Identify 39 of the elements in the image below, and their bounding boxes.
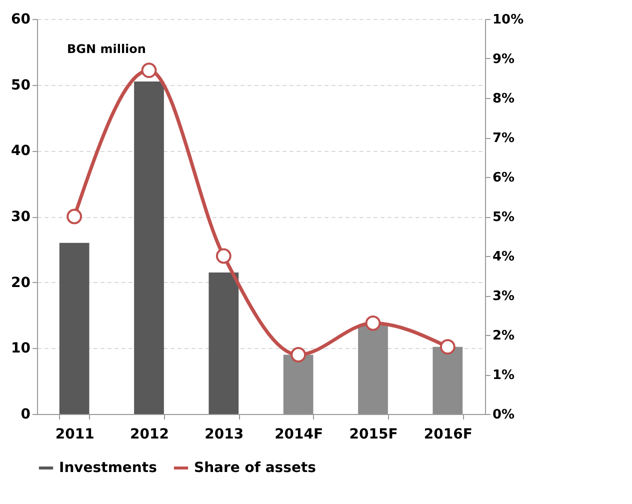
y2-tick-label: 7%	[492, 131, 515, 146]
y-tick-label: 40	[11, 143, 31, 160]
y-tick-label: 50	[11, 77, 31, 94]
x-tick-label: 2011	[55, 426, 94, 442]
legend-label: Investments	[59, 460, 157, 476]
point	[440, 339, 456, 355]
point	[365, 315, 381, 331]
legend-label: Share of assets	[194, 460, 316, 476]
y2-tick-label: 10%	[492, 12, 524, 28]
x-tick-label: 2013	[204, 426, 244, 442]
bar	[432, 346, 463, 414]
y2-tick-label: 1%	[492, 368, 515, 383]
point	[216, 248, 232, 264]
annotation: BGN million	[67, 42, 146, 56]
bar	[59, 242, 90, 414]
x-tick-label: 2014F	[274, 426, 324, 442]
y2-tick-label: 0%	[492, 408, 515, 422]
y-tick-label: 20	[11, 274, 31, 291]
y-tick-label: 30	[11, 209, 31, 225]
x-tick-label: 2016F	[424, 426, 472, 442]
x-tick-label: 2015F	[349, 426, 398, 442]
point	[290, 347, 306, 362]
y2-tick-label: 6%	[492, 170, 515, 186]
bar	[358, 325, 388, 414]
y-tick-label: 0	[20, 406, 31, 422]
y-tick-label: 60	[11, 12, 31, 28]
bar	[134, 82, 164, 414]
y2-tick-label: 3%	[492, 289, 515, 304]
y2-tick-label: 8%	[492, 92, 515, 106]
bar	[283, 354, 314, 414]
point	[66, 208, 82, 224]
y-tick-label: 10	[11, 340, 31, 357]
y2-tick-label: 2%	[492, 328, 515, 344]
bar	[208, 272, 239, 414]
y2-tick-label: 4%	[492, 250, 515, 264]
y2-tick-label: 9%	[492, 52, 515, 67]
point	[141, 62, 157, 78]
x-tick-label: 2012	[130, 426, 169, 442]
y2-tick-label: 5%	[492, 210, 515, 225]
